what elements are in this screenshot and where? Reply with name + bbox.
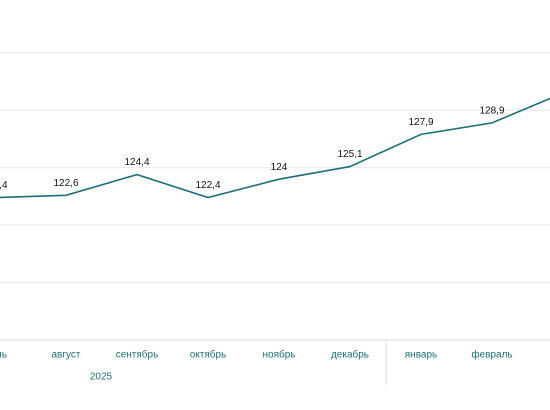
x-tick-label: январь	[405, 350, 437, 361]
data-label: 128,9	[479, 106, 504, 117]
data-label: 124,4	[124, 157, 149, 168]
line	[0, 97, 550, 199]
data-label: 122,4	[195, 180, 220, 191]
data-label: 127,9	[408, 117, 433, 128]
data-label: 124	[271, 162, 288, 173]
group-label: 2025	[90, 372, 113, 383]
data-label: 122,6	[53, 178, 78, 189]
x-tick-label: сентябрь	[116, 349, 159, 361]
x-tick-label: ноябрь	[263, 349, 296, 361]
x-tick-label: октябрь	[190, 349, 227, 361]
x-tick-label: февраль	[471, 349, 512, 361]
x-tick-label: июль	[0, 350, 7, 361]
data-label: 122,4	[0, 180, 8, 191]
x-tick-label: август	[52, 350, 81, 361]
x-tick-label: декабрь	[331, 349, 369, 361]
data-label: 125,1	[337, 149, 362, 160]
